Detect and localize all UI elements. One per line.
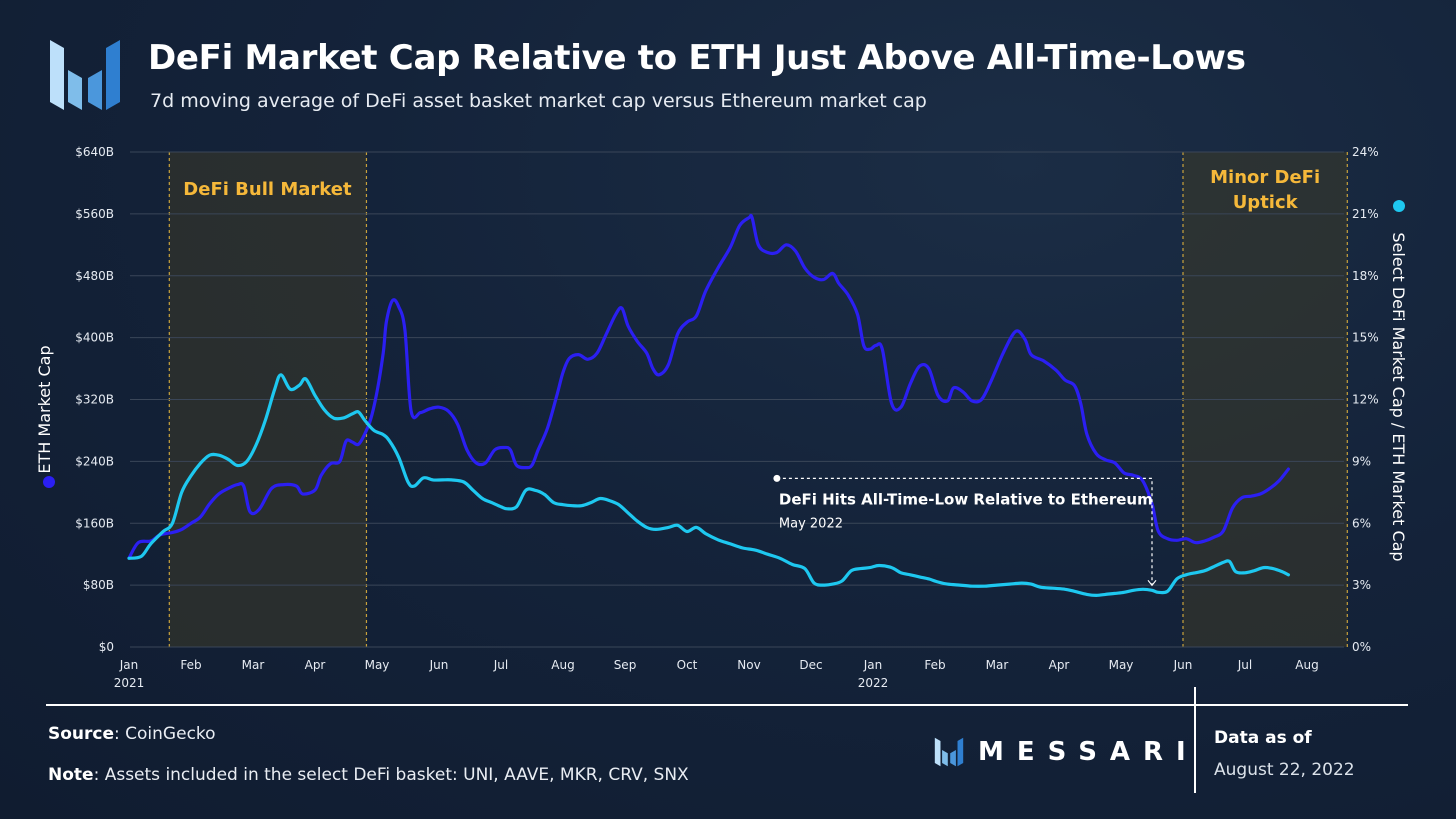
y-right-tick-label: 12% (1352, 393, 1379, 407)
x-tick-label: Jun (1173, 658, 1193, 672)
y-left-tick-label: $320B (75, 393, 114, 407)
data-as-of-label: Data as of (1214, 728, 1312, 748)
y-right-tick-label: 15% (1352, 331, 1379, 345)
x-tick-label: Jul (493, 658, 508, 672)
note-value: : Assets included in the select DeFi bas… (93, 765, 689, 785)
x-tick-label: Nov (737, 658, 760, 672)
messari-logo-icon (50, 40, 120, 110)
annotation-leader-line (776, 477, 1153, 586)
x-tick-label: May (365, 658, 390, 672)
y-left-tick-label: $0 (99, 640, 114, 654)
y-left-axis-label: ETH Market Cap (35, 345, 54, 473)
x-tick-label: Feb (180, 658, 201, 672)
source-text: Source: CoinGecko (48, 724, 216, 744)
x-year-label: 2021 (114, 676, 145, 690)
y-left-tick-label: $400B (75, 331, 114, 345)
y-right-tick-label: 24% (1352, 145, 1379, 159)
y-right-axis-label: Select DeFi Market Cap / ETH Market Cap (1389, 232, 1408, 561)
source-value: : CoinGecko (114, 724, 216, 744)
y-right-tick-label: 9% (1352, 454, 1371, 468)
y-left-tick-label: $640B (75, 145, 114, 159)
footer-vertical-divider (1194, 687, 1196, 793)
y-left-tick-label: $80B (83, 578, 114, 592)
eth-market-cap-line (127, 213, 1290, 560)
x-tick-label: Oct (677, 658, 698, 672)
y-right-tick-label: 6% (1352, 516, 1371, 530)
x-tick-label: Aug (1295, 658, 1318, 672)
x-tick-label: Jan (119, 658, 139, 672)
messari-brand: MESSARI (934, 734, 1199, 770)
x-tick-label: Sep (614, 658, 637, 672)
footer-divider (46, 704, 1408, 706)
y-left-tick-label: $160B (75, 516, 114, 530)
x-tick-label: Apr (1049, 658, 1070, 672)
x-tick-label: Mar (986, 658, 1009, 672)
annotation-title: DeFi Hits All-Time-Low Relative to Ether… (779, 490, 1153, 508)
chart-title: DeFi Market Cap Relative to ETH Just Abo… (148, 38, 1246, 78)
x-tick-label: Jul (1237, 658, 1252, 672)
x-tick-label: Dec (799, 658, 822, 672)
annotation-dot (773, 474, 781, 482)
source-label: Source (48, 724, 115, 744)
messari-mark-icon (934, 737, 964, 767)
x-tick-label: Feb (924, 658, 945, 672)
x-tick-label: Jun (429, 658, 449, 672)
shaded-region-label-0-0: DeFi Bull Market (183, 179, 352, 200)
x-year-label: 2022 (858, 676, 889, 690)
x-tick-label: Apr (305, 658, 326, 672)
shaded-region-label-1-0: Minor DeFi (1210, 167, 1320, 188)
chart-subtitle: 7d moving average of DeFi asset basket m… (150, 90, 927, 112)
data-as-of-date: August 22, 2022 (1214, 760, 1355, 780)
chart: DeFi Bull Market Minor DeFi Uptick $0 $80B $1… (35, 145, 1408, 690)
x-tick-label: Aug (551, 658, 574, 672)
y-right-tick-label: 0% (1352, 640, 1371, 654)
y-left-tick-label: $480B (75, 269, 114, 283)
shaded-region-label-1-1: Uptick (1233, 192, 1299, 213)
x-tick-label: Mar (242, 658, 265, 672)
y-left-legend-dot (43, 476, 55, 488)
y-left-tick-label: $560B (75, 207, 114, 221)
defi-eth-ratio-line (127, 373, 1290, 597)
y-left-tick-label: $240B (75, 454, 114, 468)
y-right-legend-dot (1393, 200, 1405, 212)
note-label: Note (48, 765, 94, 785)
x-tick-label: May (1109, 658, 1134, 672)
y-right-tick-label: 3% (1352, 578, 1371, 592)
x-tick-label: Jan (863, 658, 883, 672)
note-text: Note: Assets included in the select DeFi… (48, 765, 689, 785)
annotation-subtitle: May 2022 (779, 516, 843, 531)
y-right-tick-label: 18% (1352, 269, 1379, 283)
brand-wordmark: MESSARI (978, 737, 1199, 767)
y-right-tick-label: 21% (1352, 207, 1379, 221)
annotation-arrowhead (1147, 579, 1157, 587)
